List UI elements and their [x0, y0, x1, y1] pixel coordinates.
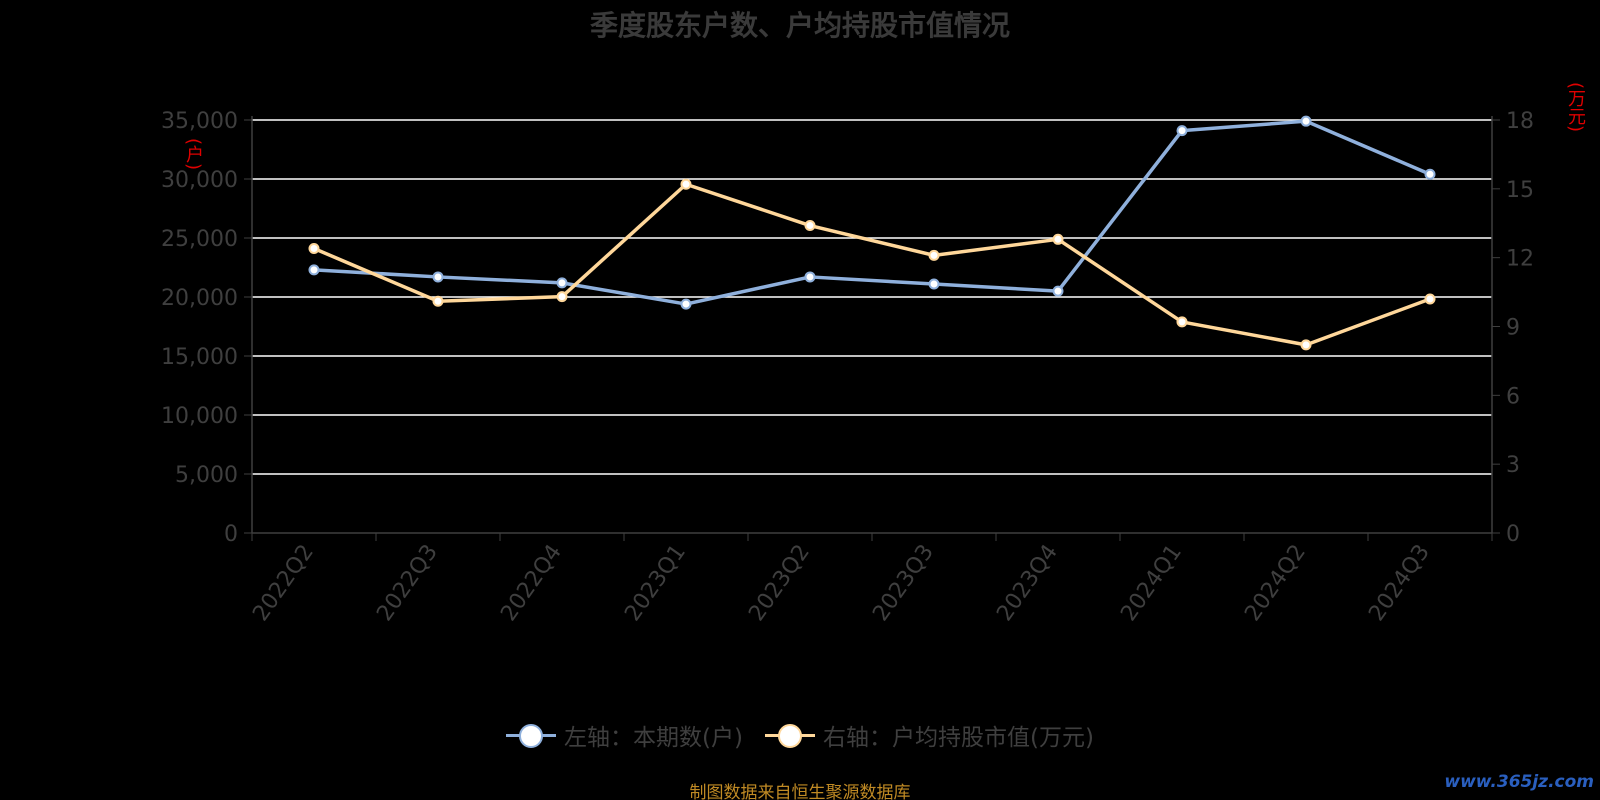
series-point-right	[1176, 316, 1188, 328]
right-axis-tick-label: 3	[1506, 453, 1520, 478]
x-axis-tick-label: 2023Q2	[744, 540, 815, 626]
series-point-left	[928, 278, 940, 290]
x-axis-tick-label: 2023Q1	[620, 540, 691, 626]
series-point-left	[556, 277, 568, 289]
x-axis-tick-label: 2024Q1	[1116, 540, 1187, 626]
series-point-right	[432, 295, 444, 307]
series-point-right	[1424, 293, 1436, 305]
right-axis-tick-label: 15	[1506, 178, 1534, 203]
legend-label-left: 左轴：本期数(户)	[564, 725, 743, 751]
right-axis-tick-label: 9	[1506, 316, 1520, 341]
left-axis-unit: (户)	[183, 138, 204, 171]
legend-marker-right-icon	[765, 723, 815, 748]
series-point-left	[680, 298, 692, 310]
x-axis-tick-label: 2024Q2	[1240, 540, 1311, 626]
right-axis-tick-label: 12	[1506, 247, 1534, 272]
series-point-left	[1176, 125, 1188, 137]
legend-dot-left	[519, 724, 544, 748]
left-axis-tick-label: 25,000	[161, 227, 238, 252]
left-axis-tick-label: 0	[224, 522, 238, 547]
right-axis-tick-label: 18	[1506, 109, 1534, 134]
series-point-left	[804, 271, 816, 283]
series-point-right	[1300, 339, 1312, 351]
series-point-right	[680, 178, 692, 190]
series-point-left	[432, 271, 444, 283]
chart-title: 季度股东户数、户均持股市值情况	[589, 9, 1010, 42]
left-axis-tick-label: 30,000	[161, 168, 238, 193]
x-axis-tick-label: 2022Q4	[496, 540, 567, 626]
chart-legend: 左轴：本期数(户) 右轴：户均持股市值(万元)	[0, 718, 1600, 752]
legend-item-left-series[interactable]: 左轴：本期数(户)	[506, 718, 743, 752]
x-axis-tick-label: 2022Q3	[372, 540, 443, 626]
series-point-left	[308, 264, 320, 276]
x-axis-tick-label: 2024Q3	[1364, 540, 1435, 626]
legend-dot-right	[778, 724, 802, 748]
series-point-left	[1300, 115, 1312, 127]
series-point-right	[804, 220, 816, 232]
legend-marker-left-icon	[506, 723, 557, 748]
right-axis-tick-label: 0	[1506, 522, 1520, 547]
series-point-right	[556, 291, 568, 303]
left-axis-tick-label: 20,000	[161, 286, 238, 311]
x-axis-tick-label: 2023Q4	[992, 540, 1063, 626]
left-axis-tick-label: 5,000	[175, 463, 238, 488]
series-point-left	[1424, 168, 1436, 180]
legend-item-right-series[interactable]: 右轴：户均持股市值(万元)	[765, 718, 1094, 752]
series-point-left	[1052, 285, 1064, 297]
series-line-left	[313, 119, 1431, 306]
series-point-right	[308, 242, 320, 254]
left-axis-tick-label: 10,000	[161, 404, 238, 429]
left-axis-tick-label: 15,000	[161, 345, 238, 370]
legend-label-right: 右轴：户均持股市值(万元)	[823, 725, 1094, 751]
series-point-right	[928, 249, 940, 261]
right-axis-unit: (万元)	[1565, 82, 1586, 133]
watermark-logo: www.365jz.com	[1444, 772, 1594, 792]
series-point-right	[1052, 233, 1064, 245]
x-axis-tick-label: 2022Q2	[248, 540, 319, 626]
left-axis-tick-label: 35,000	[161, 109, 238, 134]
data-source-note: 制图数据来自恒生聚源数据库	[689, 783, 911, 800]
series-line-right	[313, 182, 1431, 347]
x-axis-tick-label: 2023Q3	[868, 540, 939, 626]
right-axis-tick-label: 6	[1506, 384, 1520, 409]
